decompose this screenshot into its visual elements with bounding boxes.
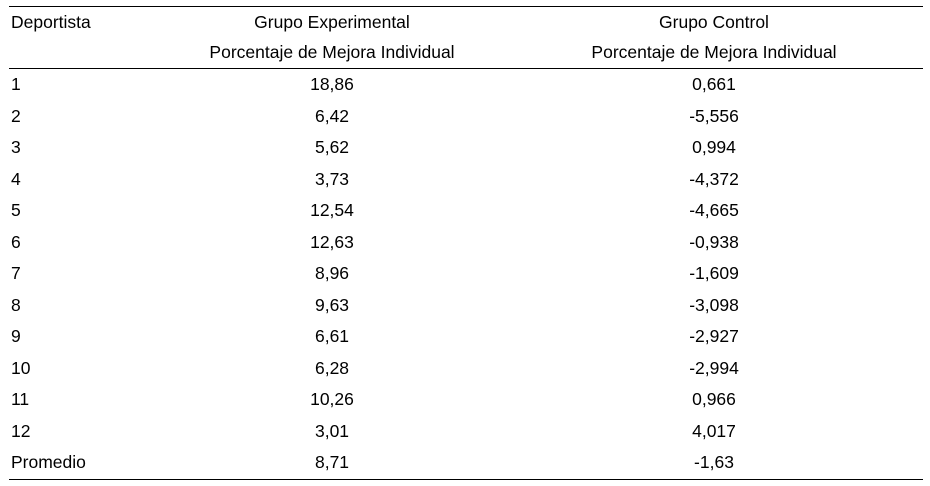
cell-experimental: 12,63 [310, 231, 354, 252]
results-table: Deportista Grupo Experimental Grupo Cont… [9, 6, 923, 480]
cell-experimental: 3,01 [314, 420, 350, 441]
cell-control: -3,098 [689, 294, 739, 315]
cell-experimental: 9,63 [314, 294, 350, 315]
cell-control: -4,372 [689, 168, 739, 189]
table-row: 3 5,62 0,994 [9, 132, 923, 164]
header-row-1: Deportista Grupo Experimental Grupo Cont… [9, 6, 923, 38]
table-row: 6 12,63 -0,938 [9, 227, 923, 259]
cell-experimental: 10,26 [310, 389, 354, 410]
table-row: 2 6,42 -5,556 [9, 101, 923, 133]
cell-deportista: 8 [11, 294, 21, 315]
cell-experimental: 3,73 [314, 168, 350, 189]
header-empty-cell [9, 37, 159, 69]
cell-control: 0,661 [692, 74, 736, 95]
table-row: 1 18,86 0,661 [9, 69, 923, 101]
cell-deportista: 3 [11, 137, 21, 158]
table-row: 9 6,61 -2,927 [9, 321, 923, 353]
cell-deportista: Promedio [9, 447, 159, 480]
cell-control: -5,556 [689, 105, 739, 126]
header-deportista: Deportista [9, 6, 159, 38]
cell-deportista: 11 [11, 389, 30, 410]
results-table-container: Deportista Grupo Experimental Grupo Cont… [9, 6, 923, 480]
cell-control: -0,938 [689, 231, 739, 252]
cell-deportista: 9 [11, 326, 21, 347]
cell-experimental: 12,54 [310, 200, 354, 221]
table-row: 8 9,63 -3,098 [9, 290, 923, 322]
table-header: Deportista Grupo Experimental Grupo Cont… [9, 6, 923, 69]
cell-control: -4,665 [689, 200, 739, 221]
cell-deportista: 5 [11, 200, 21, 221]
cell-control: -2,994 [689, 357, 739, 378]
cell-experimental: 8,71 [159, 447, 505, 480]
cell-deportista: 10 [11, 357, 31, 378]
cell-experimental: 8,96 [314, 263, 350, 284]
header-row-2: Porcentaje de Mejora Individual Porcenta… [9, 37, 923, 69]
table-row: 7 8,96 -1,609 [9, 258, 923, 290]
table-row: 10 6,28 -2,994 [9, 353, 923, 385]
table-row: 11 10,26 0,966 [9, 384, 923, 416]
cell-experimental: 6,42 [314, 105, 350, 126]
header-experimental-metric: Porcentaje de Mejora Individual [159, 37, 505, 69]
cell-control: 0,994 [692, 137, 736, 158]
cell-experimental: 6,28 [314, 357, 350, 378]
cell-experimental: 18,86 [310, 74, 354, 95]
table-row: 5 12,54 -4,665 [9, 195, 923, 227]
table-row: 12 3,01 4,017 [9, 416, 923, 448]
header-control-group: Grupo Control [505, 6, 923, 38]
cell-control: -1,609 [689, 263, 739, 284]
cell-experimental: 5,62 [314, 137, 350, 158]
header-experimental-group: Grupo Experimental [159, 6, 505, 38]
cell-deportista: 1 [11, 74, 21, 95]
table-body: 1 18,86 0,661 2 6,42 -5,556 3 5,62 0,994 4 3,73… [9, 69, 923, 480]
table-row: 4 3,73 -4,372 [9, 164, 923, 196]
cell-control: -1,63 [505, 447, 923, 480]
cell-deportista: 7 [11, 263, 21, 284]
cell-control: -2,927 [689, 326, 739, 347]
header-control-metric: Porcentaje de Mejora Individual [505, 37, 923, 69]
cell-deportista: 2 [11, 105, 21, 126]
cell-deportista: 6 [11, 231, 21, 252]
cell-control: 0,966 [692, 389, 736, 410]
cell-experimental: 6,61 [314, 326, 350, 347]
cell-deportista: 4 [11, 168, 21, 189]
cell-deportista: 12 [11, 420, 31, 441]
cell-control: 4,017 [692, 420, 736, 441]
table-row-average: Promedio 8,71 -1,63 [9, 447, 923, 480]
